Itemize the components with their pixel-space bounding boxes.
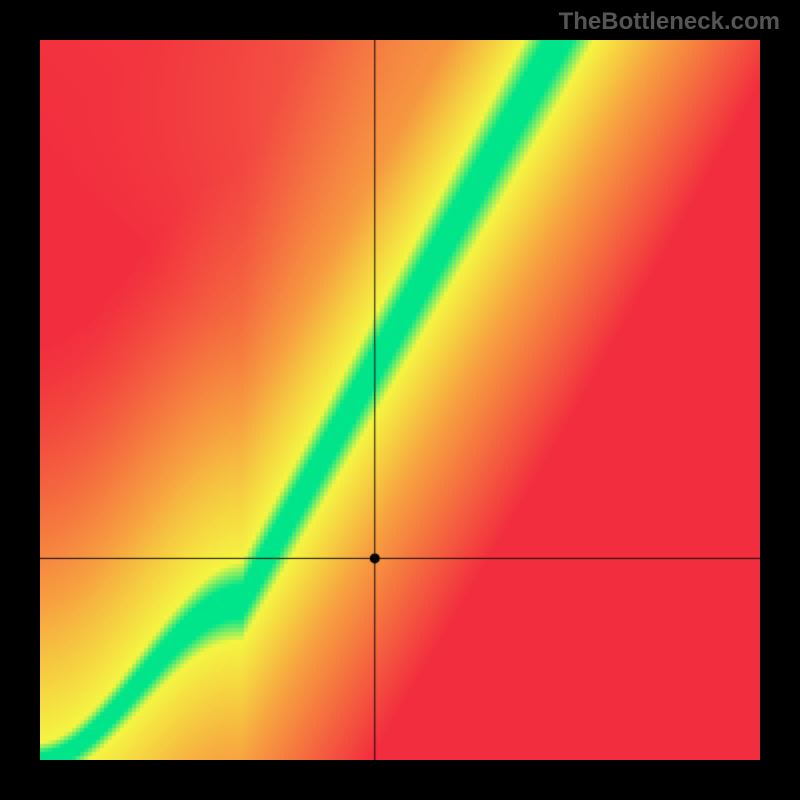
watermark-text: TheBottleneck.com <box>559 8 780 36</box>
chart-container: TheBottleneck.com <box>0 0 800 800</box>
bottleneck-heatmap <box>40 40 760 760</box>
